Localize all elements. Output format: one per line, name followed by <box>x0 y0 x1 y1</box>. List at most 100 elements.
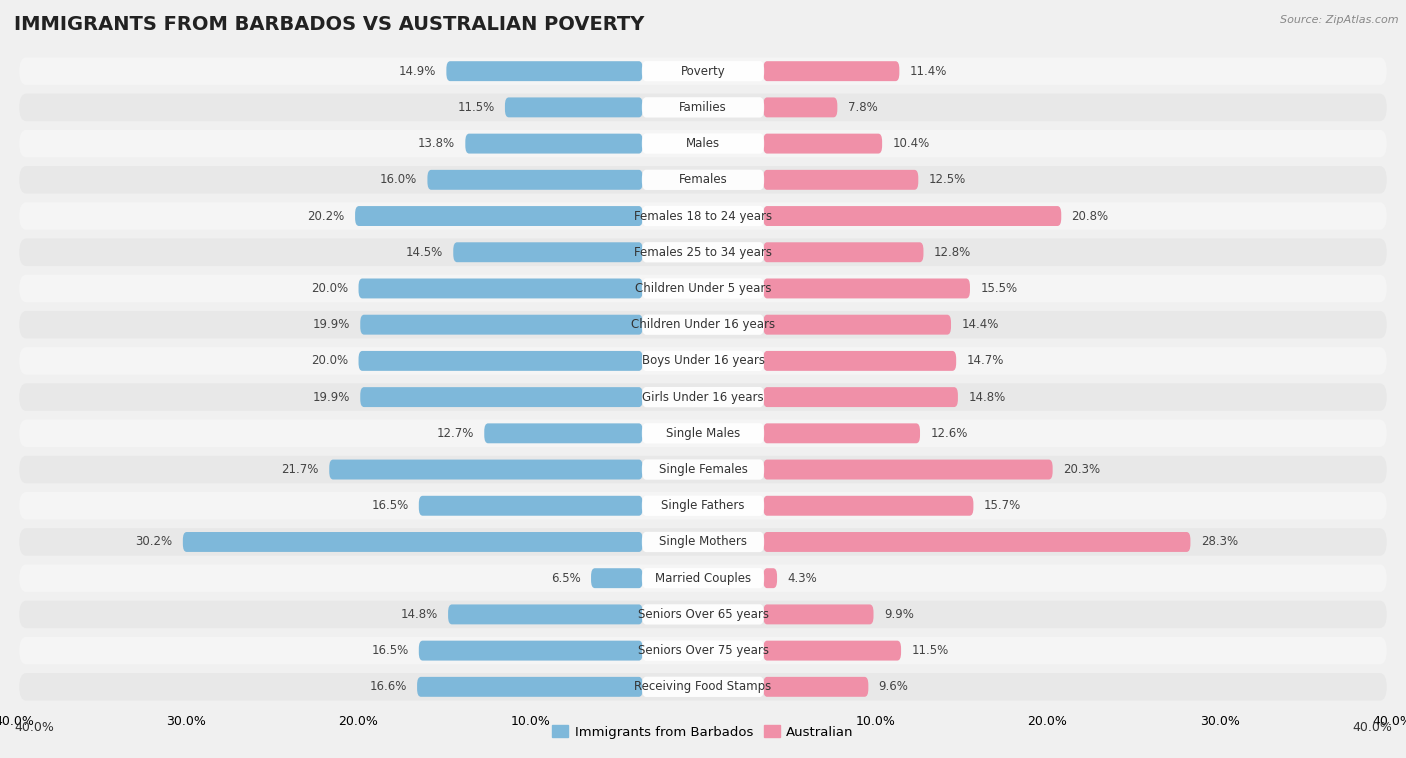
Text: Source: ZipAtlas.com: Source: ZipAtlas.com <box>1281 15 1399 25</box>
Text: Boys Under 16 years: Boys Under 16 years <box>641 355 765 368</box>
Text: Single Mothers: Single Mothers <box>659 535 747 549</box>
Text: Females 18 to 24 years: Females 18 to 24 years <box>634 209 772 223</box>
FancyBboxPatch shape <box>20 202 1386 230</box>
FancyBboxPatch shape <box>763 387 957 407</box>
Text: 21.7%: 21.7% <box>281 463 319 476</box>
Text: Receiving Food Stamps: Receiving Food Stamps <box>634 681 772 694</box>
Text: 7.8%: 7.8% <box>848 101 877 114</box>
Text: Married Couples: Married Couples <box>655 572 751 584</box>
FancyBboxPatch shape <box>763 496 973 515</box>
Text: 14.9%: 14.9% <box>399 64 436 77</box>
FancyBboxPatch shape <box>20 347 1386 374</box>
FancyBboxPatch shape <box>643 568 763 588</box>
Text: 14.7%: 14.7% <box>966 355 1004 368</box>
FancyBboxPatch shape <box>643 315 763 335</box>
FancyBboxPatch shape <box>643 61 763 81</box>
FancyBboxPatch shape <box>418 677 643 697</box>
FancyBboxPatch shape <box>20 239 1386 266</box>
FancyBboxPatch shape <box>360 315 643 334</box>
Text: 14.8%: 14.8% <box>401 608 437 621</box>
FancyBboxPatch shape <box>643 677 763 697</box>
FancyBboxPatch shape <box>465 133 643 154</box>
FancyBboxPatch shape <box>763 170 918 190</box>
Text: 28.3%: 28.3% <box>1201 535 1237 549</box>
Text: Seniors Over 75 years: Seniors Over 75 years <box>637 644 769 657</box>
FancyBboxPatch shape <box>359 351 643 371</box>
FancyBboxPatch shape <box>20 311 1386 338</box>
Text: 16.6%: 16.6% <box>370 681 406 694</box>
FancyBboxPatch shape <box>763 315 950 334</box>
Text: 15.7%: 15.7% <box>984 500 1021 512</box>
Text: 12.8%: 12.8% <box>934 246 972 258</box>
Text: Single Males: Single Males <box>666 427 740 440</box>
FancyBboxPatch shape <box>643 387 763 407</box>
FancyBboxPatch shape <box>20 274 1386 302</box>
Text: Single Females: Single Females <box>658 463 748 476</box>
FancyBboxPatch shape <box>446 61 643 81</box>
FancyBboxPatch shape <box>643 351 763 371</box>
FancyBboxPatch shape <box>505 98 643 117</box>
FancyBboxPatch shape <box>449 604 643 625</box>
FancyBboxPatch shape <box>20 673 1386 700</box>
Text: 20.8%: 20.8% <box>1071 209 1109 223</box>
FancyBboxPatch shape <box>763 206 1062 226</box>
FancyBboxPatch shape <box>643 459 763 480</box>
FancyBboxPatch shape <box>20 456 1386 484</box>
Text: Families: Families <box>679 101 727 114</box>
Text: 14.8%: 14.8% <box>969 390 1005 403</box>
FancyBboxPatch shape <box>20 637 1386 664</box>
Text: Children Under 16 years: Children Under 16 years <box>631 318 775 331</box>
FancyBboxPatch shape <box>359 278 643 299</box>
Text: 11.5%: 11.5% <box>457 101 495 114</box>
Text: 20.2%: 20.2% <box>308 209 344 223</box>
Text: 16.0%: 16.0% <box>380 174 418 186</box>
FancyBboxPatch shape <box>453 243 643 262</box>
Text: 4.3%: 4.3% <box>787 572 817 584</box>
FancyBboxPatch shape <box>20 528 1386 556</box>
Text: 20.3%: 20.3% <box>1063 463 1099 476</box>
FancyBboxPatch shape <box>20 565 1386 592</box>
Text: 12.7%: 12.7% <box>436 427 474 440</box>
Text: 16.5%: 16.5% <box>371 500 409 512</box>
FancyBboxPatch shape <box>419 641 643 660</box>
Text: 19.9%: 19.9% <box>312 390 350 403</box>
FancyBboxPatch shape <box>427 170 643 190</box>
FancyBboxPatch shape <box>643 278 763 299</box>
FancyBboxPatch shape <box>643 133 763 154</box>
FancyBboxPatch shape <box>643 532 763 552</box>
FancyBboxPatch shape <box>643 242 763 262</box>
Text: Children Under 5 years: Children Under 5 years <box>634 282 772 295</box>
FancyBboxPatch shape <box>419 496 643 515</box>
Text: 9.9%: 9.9% <box>884 608 914 621</box>
Text: Females 25 to 34 years: Females 25 to 34 years <box>634 246 772 258</box>
FancyBboxPatch shape <box>763 459 1053 480</box>
FancyBboxPatch shape <box>763 532 1191 552</box>
Text: 13.8%: 13.8% <box>418 137 456 150</box>
FancyBboxPatch shape <box>763 243 924 262</box>
FancyBboxPatch shape <box>763 604 873 625</box>
FancyBboxPatch shape <box>20 94 1386 121</box>
Text: Seniors Over 65 years: Seniors Over 65 years <box>637 608 769 621</box>
Text: 11.4%: 11.4% <box>910 64 948 77</box>
Text: Males: Males <box>686 137 720 150</box>
Text: IMMIGRANTS FROM BARBADOS VS AUSTRALIAN POVERTY: IMMIGRANTS FROM BARBADOS VS AUSTRALIAN P… <box>14 15 644 34</box>
Text: Single Fathers: Single Fathers <box>661 500 745 512</box>
FancyBboxPatch shape <box>763 133 882 154</box>
Text: 14.5%: 14.5% <box>406 246 443 258</box>
FancyBboxPatch shape <box>20 130 1386 158</box>
Text: 19.9%: 19.9% <box>312 318 350 331</box>
Text: 11.5%: 11.5% <box>911 644 949 657</box>
Text: 30.2%: 30.2% <box>135 535 173 549</box>
FancyBboxPatch shape <box>643 496 763 516</box>
FancyBboxPatch shape <box>329 459 643 480</box>
FancyBboxPatch shape <box>591 568 643 588</box>
Text: 20.0%: 20.0% <box>311 282 349 295</box>
FancyBboxPatch shape <box>643 604 763 625</box>
FancyBboxPatch shape <box>643 206 763 226</box>
Text: 12.5%: 12.5% <box>928 174 966 186</box>
FancyBboxPatch shape <box>763 98 838 117</box>
Text: 6.5%: 6.5% <box>551 572 581 584</box>
Text: Poverty: Poverty <box>681 64 725 77</box>
FancyBboxPatch shape <box>20 166 1386 193</box>
FancyBboxPatch shape <box>763 278 970 299</box>
